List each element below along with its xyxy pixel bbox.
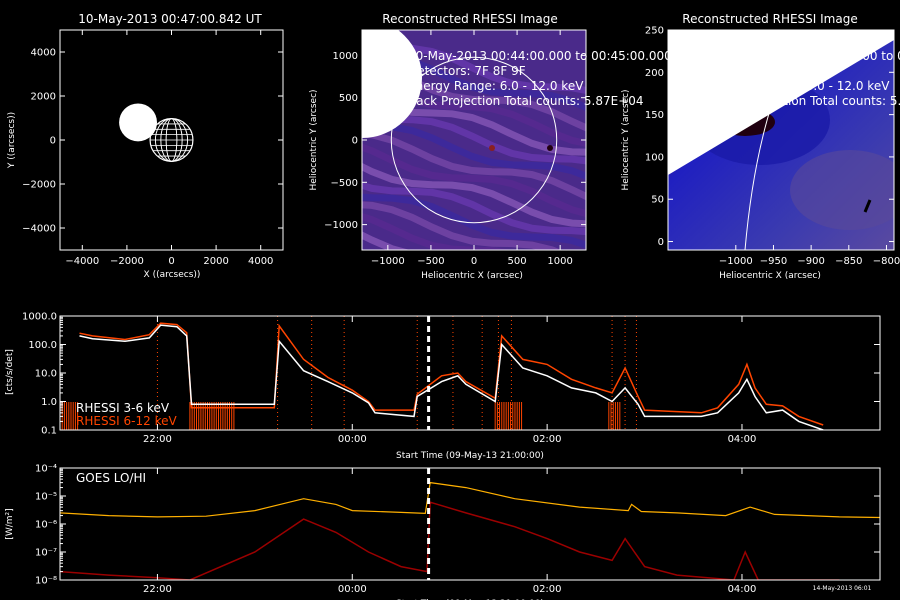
rhessi-image-2-ytick-1: 50 [651,195,664,206]
goes-lo-line [60,481,880,519]
goes-ytick-4: 10⁻⁴ [35,464,57,475]
goes-lightcurve-panel: 22:00 00:00 02:00 04:00 10⁻⁸ 10⁻⁷ 10⁻⁶ 10⁻⁵ 10⁻⁴… [5,464,881,600]
sun-map-xtick-0: −4000 [65,256,99,267]
rhessi-image-2-xtick-3: −850 [835,256,862,267]
rhessi-image-2-xtick-2: −900 [797,256,824,267]
sun-map-xtick-3: 2000 [203,256,228,267]
legend-6-12kev: RHESSI 6-12 keV [76,414,177,428]
rhessi-6-12kev-line [79,322,824,426]
rhessi-attenuator-ticks [60,402,621,430]
rhessi-image-2-xtick-4: −800 [873,256,900,267]
sun-map-ytick-3: 2000 [31,92,56,103]
rhessi-lightcurve-ylabel: [cts/s/det] [5,349,15,395]
rhessi-image-1-panel: Reconstructed RHESSI Image −1000 −500 0 500… [309,12,587,281]
rhessi-lightcurve-ytick-4: 1000.0 [22,312,57,323]
rhessi-image-1-ytick-2: 0 [352,136,358,147]
sun-map-ylabel: Y ((arcsecs)) [7,112,17,169]
sun-disk-grid [149,117,194,163]
rhessi-image-2-ylabel: Heliocentric Y (arcsec) [621,89,631,190]
rhessi-lightcurve-xlabel: Start Time (09-May-13 21:00:00) [396,451,544,461]
rhessi-3-6kev-line [79,324,824,430]
legend-3-6kev: RHESSI 3-6 keV [76,401,170,415]
rhessi-image-2-ytick-4: 200 [645,68,664,79]
rhessi-image-1-xlabel: Heliocentric X (arcsec) [421,271,523,281]
rhessi-lightcurve-ytick-0: 0.1 [41,426,57,437]
rhessi-image-1-ytick-3: 500 [339,93,358,104]
goes-hi-line [60,501,840,580]
rhessi-image-1-ytick-1: −500 [331,178,358,189]
goes-stamp: 14-May-2013 06:01 [813,585,872,592]
rhessi-image-1-axes: −1000 −500 0 500 1000 −1000 −500 0 500 1000 [324,30,586,267]
rhessi-image-1-ylabel: Heliocentric Y (arcsec) [309,89,319,190]
rhessi-image-2-map [668,30,894,250]
rhessi-lightcurve-panel: 22:00 00:00 02:00 04:00 0.1 1.0 10.0 100.0 1000.… [5,312,881,461]
overlay-2-line-3: Energy Range: 6.0 - 12.0 keV [714,79,890,93]
goes-xtick-3: 04:00 [728,584,757,595]
overlay-1-line-1: 10-May-2013 00:44:00.000 to 00:45:00.000 [408,49,672,63]
rhessi-image-2-ytick-0: 0 [658,237,664,248]
rhessi-image-2-xlabel: Heliocentric X (arcsec) [719,271,821,281]
rhessi-image-1-xtick-4: 1000 [547,256,572,267]
rhessi-image-1-xtick-3: 500 [508,256,527,267]
overlay-1-line-3: Energy Range: 6.0 - 12.0 keV [408,79,584,93]
sun-map-ytick-1: −2000 [22,180,56,191]
image-overlay-text: 10-May-2013 00:44:00.000 to 00:45:00.000… [408,49,900,108]
rhessi-image-2-xtick-0: −1000 [719,256,753,267]
rhessi-lightcurve-ytick-1: 1.0 [41,397,57,408]
sun-map-xlabel: X ((arcsecs)) [144,270,201,280]
goes-ytick-1: 10⁻⁷ [35,548,57,559]
rhessi-lightcurve-xtick-3: 04:00 [728,434,757,445]
rhessi-image-1-ytick-4: 1000 [333,51,358,62]
rhessi-lightcurve-xtick-0: 22:00 [143,434,172,445]
rhessi-image-1-ytick-0: −1000 [324,220,358,231]
rhessi-image-1-xtick-0: −1000 [371,256,405,267]
rhessi-lightcurve-ytick-3: 100.0 [28,340,57,351]
rhessi-image-1-map [362,30,586,250]
sun-map-ytick-2: 0 [50,136,56,147]
sun-map-axes: −4000 −2000 0 2000 4000 −4000 −2000 0 2000 4000 [22,30,283,267]
sun-map-panel: 10-May-2013 00:47:00.842 UT −4000 −2000 0 2… [7,12,284,280]
rhessi-image-1-xtick-1: −500 [417,256,444,267]
rhessi-lightcurve-axes: 22:00 00:00 02:00 04:00 0.1 1.0 10.0 100.0 1000.… [22,312,880,445]
goes-ytick-2: 10⁻⁶ [35,520,57,531]
sun-map-title: 10-May-2013 00:47:00.842 UT [78,12,262,26]
rhessi-image-2-xtick-1: −950 [760,256,787,267]
overlay-1-line-4: Back Projection Total counts: 5.87E+04 [408,94,644,108]
sun-map-ytick-4: 4000 [31,48,56,59]
goes-xtick-1: 00:00 [338,584,367,595]
goes-ylabel: [W/m²] [5,508,15,539]
rhessi-image-1-xtick-2: 0 [471,256,477,267]
overlay-2-line-4: Back Projection Total counts: 5.87E+04 [714,94,900,108]
rhessi-image-1-title: Reconstructed RHESSI Image [382,12,557,26]
sun-map-xtick-2: 0 [168,256,174,267]
sun-map-ytick-0: −4000 [22,224,56,235]
goes-xtick-0: 22:00 [143,584,172,595]
overlay-2-line-2: Detectors: 7F 8F 9F [714,64,832,78]
goes-ytick-3: 10⁻⁵ [35,492,57,503]
rhessi-image-2-ytick-3: 150 [645,110,664,121]
goes-xtick-2: 02:00 [533,584,562,595]
rhessi-image-2-panel: Reconstructed RHESSI Image −1000 −950 −900… [621,12,900,281]
white-blob [119,103,158,142]
rhessi-image-2-ytick-2: 100 [645,152,664,163]
sun-map-xtick-1: −2000 [110,256,144,267]
overlay-1-line-2: Detectors: 7F 8F 9F [408,64,526,78]
rhessi-lightcurve-ytick-2: 10.0 [35,369,57,380]
sun-map-xtick-4: 4000 [248,256,273,267]
rhessi-image-2-axes: −1000 −950 −900 −850 −800 0 50 100 150 200 250 [645,26,900,268]
rhessi-image-2-title: Reconstructed RHESSI Image [682,12,857,26]
goes-title: GOES LO/HI [76,471,146,485]
rhessi-lightcurve-xtick-1: 00:00 [338,434,367,445]
goes-lightcurve-axes: 22:00 00:00 02:00 04:00 10⁻⁸ 10⁻⁷ 10⁻⁶ 10⁻⁵ 10⁻⁴ [35,464,880,595]
goes-ytick-0: 10⁻⁸ [35,576,57,587]
overlay-2-line-1: 10-May-2013 00:44:00.000 to 00:45:00.000 [714,49,900,63]
rhessi-lightcurve-xtick-2: 02:00 [533,434,562,445]
rhessi-image-2-ytick-5: 250 [645,26,664,37]
